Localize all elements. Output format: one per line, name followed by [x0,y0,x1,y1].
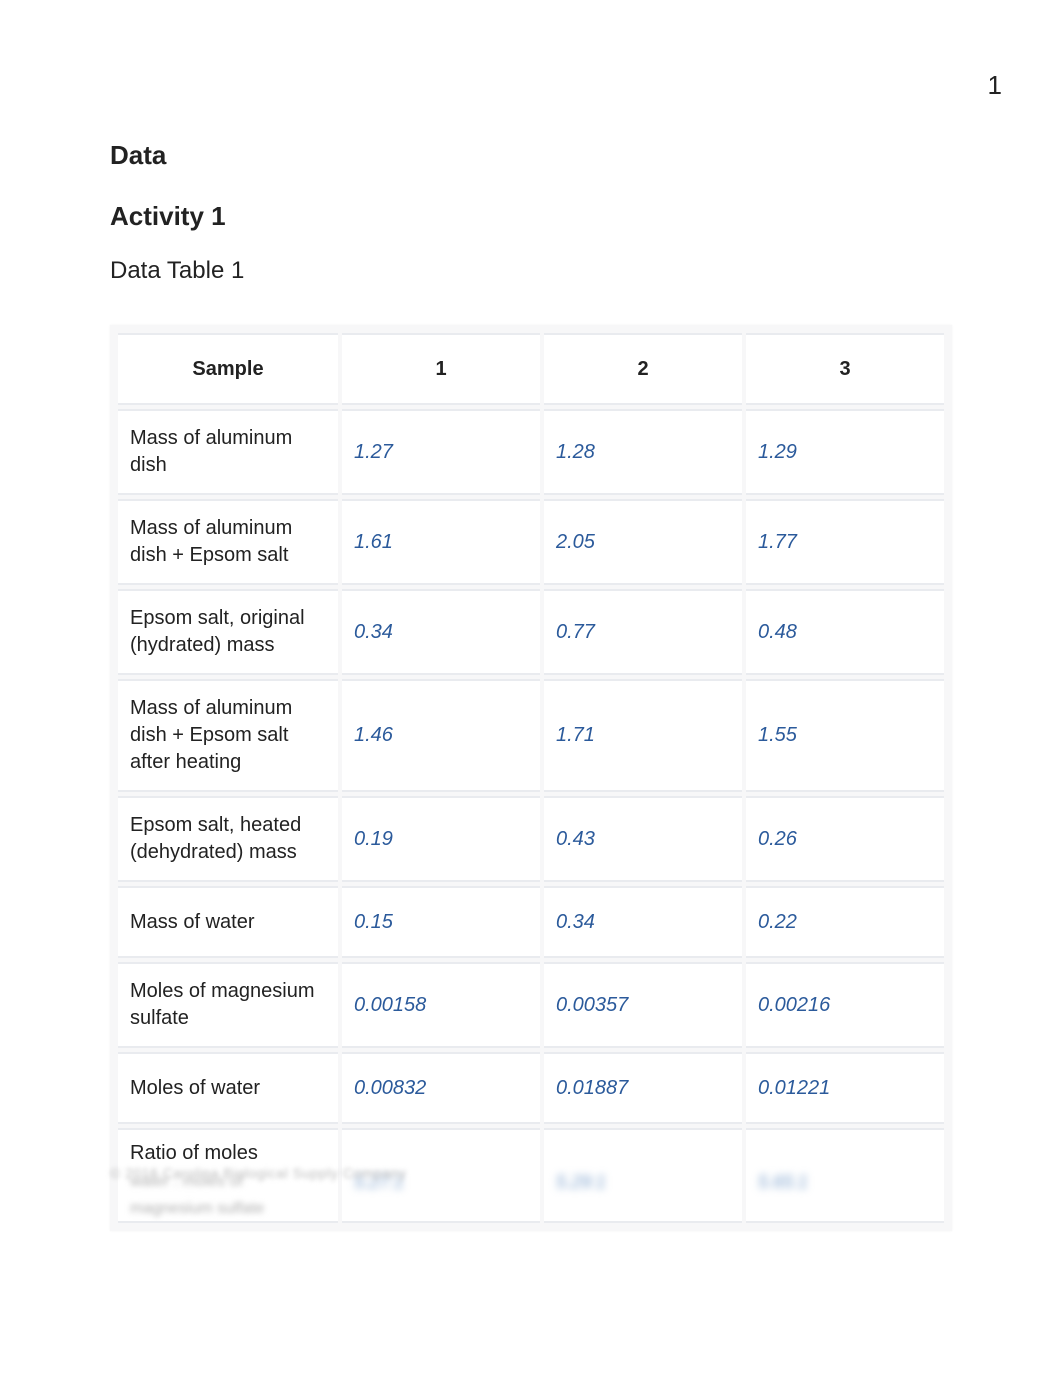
table-row: Moles of water 0.00832 0.01887 0.01221 [118,1052,944,1124]
data-table-container: Sample 1 2 3 Mass of aluminum dish 1.27 … [110,325,952,1231]
col-header-2: 2 [544,333,742,405]
page: 1 Data Activity 1 Data Table 1 Sample 1 … [0,0,1062,1376]
table-row: Mass of aluminum dish + Epsom salt 1.61 … [118,499,944,585]
table-row: Mass of water 0.15 0.34 0.22 [118,886,944,958]
table-row: Mass of aluminum dish + Epsom salt after… [118,679,944,792]
cell-value: 1.71 [544,679,742,792]
cell-value: 1.55 [746,679,944,792]
cell-value: 0.15 [342,886,540,958]
cell-value: 1.29 [746,409,944,495]
row-label-line: Ratio of moles [130,1140,258,1167]
cell-value: 0.00832 [342,1052,540,1124]
col-header-1: 1 [342,333,540,405]
cell-value: 0.19 [342,796,540,882]
cell-value: 0.00158 [342,962,540,1048]
row-label: Epsom salt, original (hydrated) mass [118,589,338,675]
footer-copyright-blurred: © 2016 Carolina Biological Supply Compan… [110,1165,406,1181]
cell-value: 1.27 [342,409,540,495]
activity-heading: Activity 1 [110,201,952,232]
cell-value: 2.05 [544,499,742,585]
cell-value: 0.34 [544,886,742,958]
cell-value: 0.43 [544,796,742,882]
table-caption: Data Table 1 [110,257,952,285]
row-label: Epsom salt, heated (dehydrated) mass [118,796,338,882]
table-row: Epsom salt, original (hydrated) mass 0.3… [118,589,944,675]
cell-value: 0.01221 [746,1052,944,1124]
cell-value: 0.48 [746,589,944,675]
cell-value-blurred: 5.65:1 [746,1128,944,1223]
table-row: Moles of magnesium sulfate 0.00158 0.003… [118,962,944,1048]
cell-value: 1.46 [342,679,540,792]
cell-value: 1.61 [342,499,540,585]
col-header-3: 3 [746,333,944,405]
cell-value: 0.00216 [746,962,944,1048]
row-label: Moles of magnesium sulfate [118,962,338,1048]
table-row: Epsom salt, heated (dehydrated) mass 0.1… [118,796,944,882]
row-label: Mass of aluminum dish + Epsom salt [118,499,338,585]
table-header-row: Sample 1 2 3 [118,333,944,405]
cell-value: 0.00357 [544,962,742,1048]
cell-value: 1.77 [746,499,944,585]
table-row: Mass of aluminum dish 1.27 1.28 1.29 [118,409,944,495]
cell-value: 0.01887 [544,1052,742,1124]
row-label: Mass of aluminum dish [118,409,338,495]
cell-value: 0.34 [342,589,540,675]
cell-value: 0.26 [746,796,944,882]
cell-value: 0.77 [544,589,742,675]
data-table: Sample 1 2 3 Mass of aluminum dish 1.27 … [114,329,948,1227]
page-number: 1 [988,70,1002,101]
col-header-sample: Sample [118,333,338,405]
cell-value-blurred: 5.29:1 [544,1128,742,1223]
row-label: Mass of aluminum dish + Epsom salt after… [118,679,338,792]
row-label: Moles of water [118,1052,338,1124]
section-heading: Data [110,140,952,171]
cell-value: 0.22 [746,886,944,958]
row-label: Mass of water [118,886,338,958]
cell-value: 1.28 [544,409,742,495]
row-label-line-blurred: magnesium sulfate [130,1199,264,1220]
